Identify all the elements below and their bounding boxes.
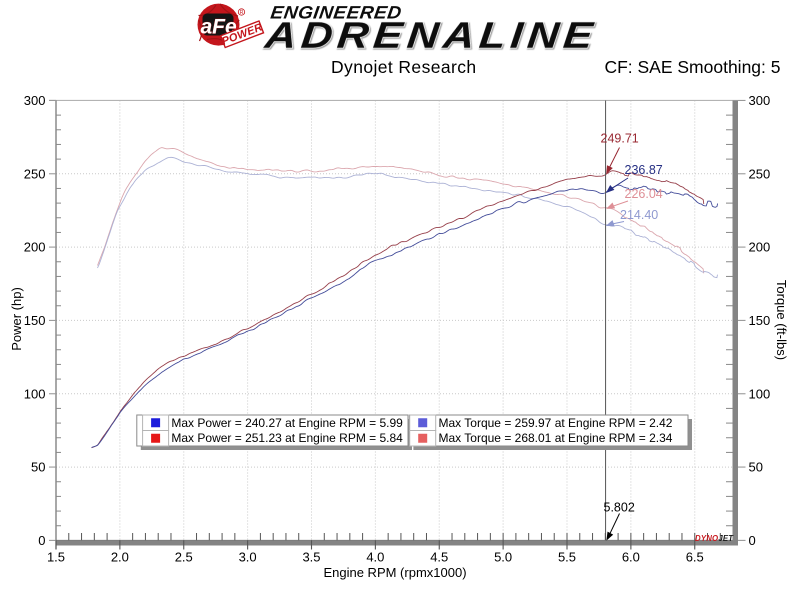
svg-text:2.0: 2.0	[111, 550, 129, 565]
svg-text:150: 150	[24, 313, 46, 328]
svg-text:Max Torque = 259.97 at Engine: Max Torque = 259.97 at Engine RPM = 2.42	[439, 416, 673, 430]
svg-text:200: 200	[749, 240, 771, 255]
svg-text:Max Power = 251.23 at Engine R: Max Power = 251.23 at Engine RPM = 5.84	[171, 431, 403, 445]
svg-text:Max Torque = 268.01 at Engine: Max Torque = 268.01 at Engine RPM = 2.34	[439, 431, 673, 445]
svg-text:250: 250	[749, 166, 771, 181]
svg-text:3.5: 3.5	[302, 550, 320, 565]
svg-text:0: 0	[38, 533, 45, 548]
svg-text:100: 100	[749, 386, 771, 401]
svg-text:300: 300	[24, 93, 46, 108]
svg-text:4.0: 4.0	[366, 550, 384, 565]
svg-text:ENGINEERED: ENGINEERED	[269, 3, 403, 23]
svg-text:3.0: 3.0	[239, 550, 257, 565]
svg-text:50: 50	[31, 460, 45, 475]
svg-text:50: 50	[749, 460, 763, 475]
svg-text:Max Power = 240.27 at Engine R: Max Power = 240.27 at Engine RPM = 5.99	[171, 416, 403, 430]
svg-text:Power (hp): Power (hp)	[9, 287, 24, 351]
svg-text:0: 0	[749, 533, 756, 548]
svg-text:226.04: 226.04	[625, 187, 663, 201]
svg-text:200: 200	[24, 240, 46, 255]
svg-text:Engine RPM (rpmx1000): Engine RPM (rpmx1000)	[323, 565, 466, 580]
svg-text:R: R	[240, 10, 244, 16]
svg-text:Torque (ft-lbs): Torque (ft-lbs)	[774, 280, 789, 360]
svg-text:ADRENALINE: ADRENALINE	[262, 14, 600, 56]
svg-text:6.0: 6.0	[622, 550, 640, 565]
svg-text:4.5: 4.5	[430, 550, 448, 565]
svg-text:236.87: 236.87	[625, 163, 663, 177]
svg-text:6.5: 6.5	[686, 550, 704, 565]
svg-text:5.5: 5.5	[558, 550, 576, 565]
svg-text:DYNOJET: DYNOJET	[695, 534, 734, 543]
svg-text:100: 100	[24, 386, 46, 401]
svg-text:150: 150	[749, 313, 771, 328]
svg-text:300: 300	[749, 93, 771, 108]
svg-text:1.5: 1.5	[47, 550, 65, 565]
svg-text:5.802: 5.802	[604, 501, 635, 515]
svg-text:2.5: 2.5	[175, 550, 193, 565]
svg-text:249.71: 249.71	[601, 132, 639, 146]
svg-text:250: 250	[24, 166, 46, 181]
svg-text:214.40: 214.40	[620, 208, 658, 222]
svg-text:5.0: 5.0	[494, 550, 512, 565]
